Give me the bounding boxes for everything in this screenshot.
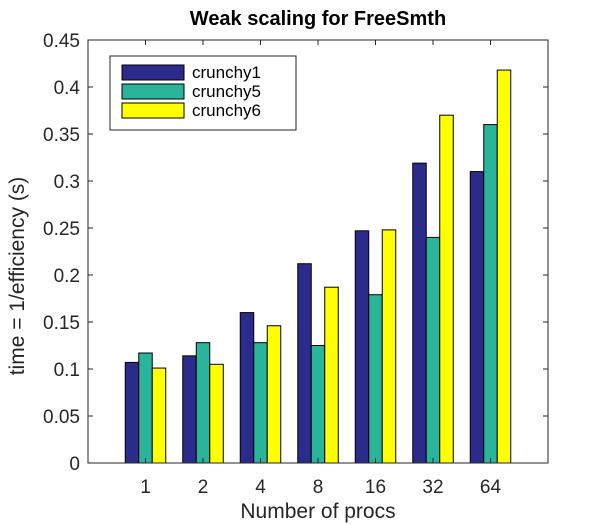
bar-crunchy6-4: [266, 325, 282, 464]
y-tick-label: 0.1: [54, 360, 80, 381]
x-tick-label: 16: [365, 477, 386, 498]
bar-crunchy6-16: [381, 229, 397, 464]
bars-layer: [124, 69, 512, 464]
bar-crunchy6-2: [209, 363, 224, 464]
x-tick-label: 4: [255, 477, 266, 498]
legend-swatch-crunchy5: [121, 83, 185, 100]
x-tick-label: 32: [422, 477, 443, 498]
bar-crunchy1-2: [182, 355, 197, 464]
y-tick-label: 0.2: [54, 266, 80, 287]
bar-crunchy6-1: [151, 367, 167, 464]
bar-crunchy6-64: [496, 69, 512, 464]
legend-swatch-crunchy1: [121, 64, 185, 81]
y-tick-label: 0.35: [43, 125, 80, 146]
bar-crunchy1-8: [297, 263, 312, 464]
bar-crunchy1-64: [469, 171, 485, 464]
x-tick-label: 8: [313, 477, 324, 498]
x-tick-label: 64: [480, 477, 502, 498]
y-tick-label: 0.05: [43, 407, 80, 428]
y-tick-label: 0.4: [54, 78, 81, 99]
bar-crunchy5-2: [195, 342, 211, 464]
x-tick-label: 2: [198, 477, 209, 498]
legend-label-crunchy5: crunchy5: [192, 82, 261, 101]
bar-crunchy6-8: [324, 286, 339, 464]
legend-label-crunchy1: crunchy1: [192, 63, 261, 82]
bar-crunchy1-16: [354, 230, 370, 464]
legend-swatch-crunchy6: [121, 102, 185, 119]
x-axis-label: Number of procs: [240, 500, 395, 523]
bar-crunchy5-8: [310, 345, 326, 464]
bar-crunchy5-1: [138, 352, 153, 464]
y-axis-label: time = 1/efficiency (s): [6, 177, 29, 376]
y-tick-label: 0.25: [43, 219, 80, 240]
y-tick-label: 0.15: [43, 313, 80, 334]
legend-label-crunchy6: crunchy6: [192, 101, 261, 120]
ticks-layer: 0 0.05 0.1 0.15 0.2 0.25 0.3 0.35 0.4 0.45 1 2 4 8 16 3…: [43, 31, 548, 498]
bar-crunchy5-16: [368, 294, 383, 464]
x-tick-label: 1: [140, 477, 151, 498]
bar-crunchy5-32: [425, 236, 441, 464]
bar-crunchy5-4: [253, 342, 268, 464]
y-tick-label: 0.3: [54, 172, 80, 193]
y-tick-label: 0.45: [43, 31, 80, 52]
y-tick-label: 0: [69, 454, 80, 475]
bar-crunchy5-64: [483, 124, 498, 464]
chart-title: Weak scaling for FreeSmth: [190, 8, 446, 30]
bar-crunchy1-4: [239, 312, 255, 464]
bar-crunchy1-1: [124, 361, 140, 464]
bar-crunchy1-32: [412, 162, 427, 464]
bar-crunchy6-32: [439, 114, 454, 464]
